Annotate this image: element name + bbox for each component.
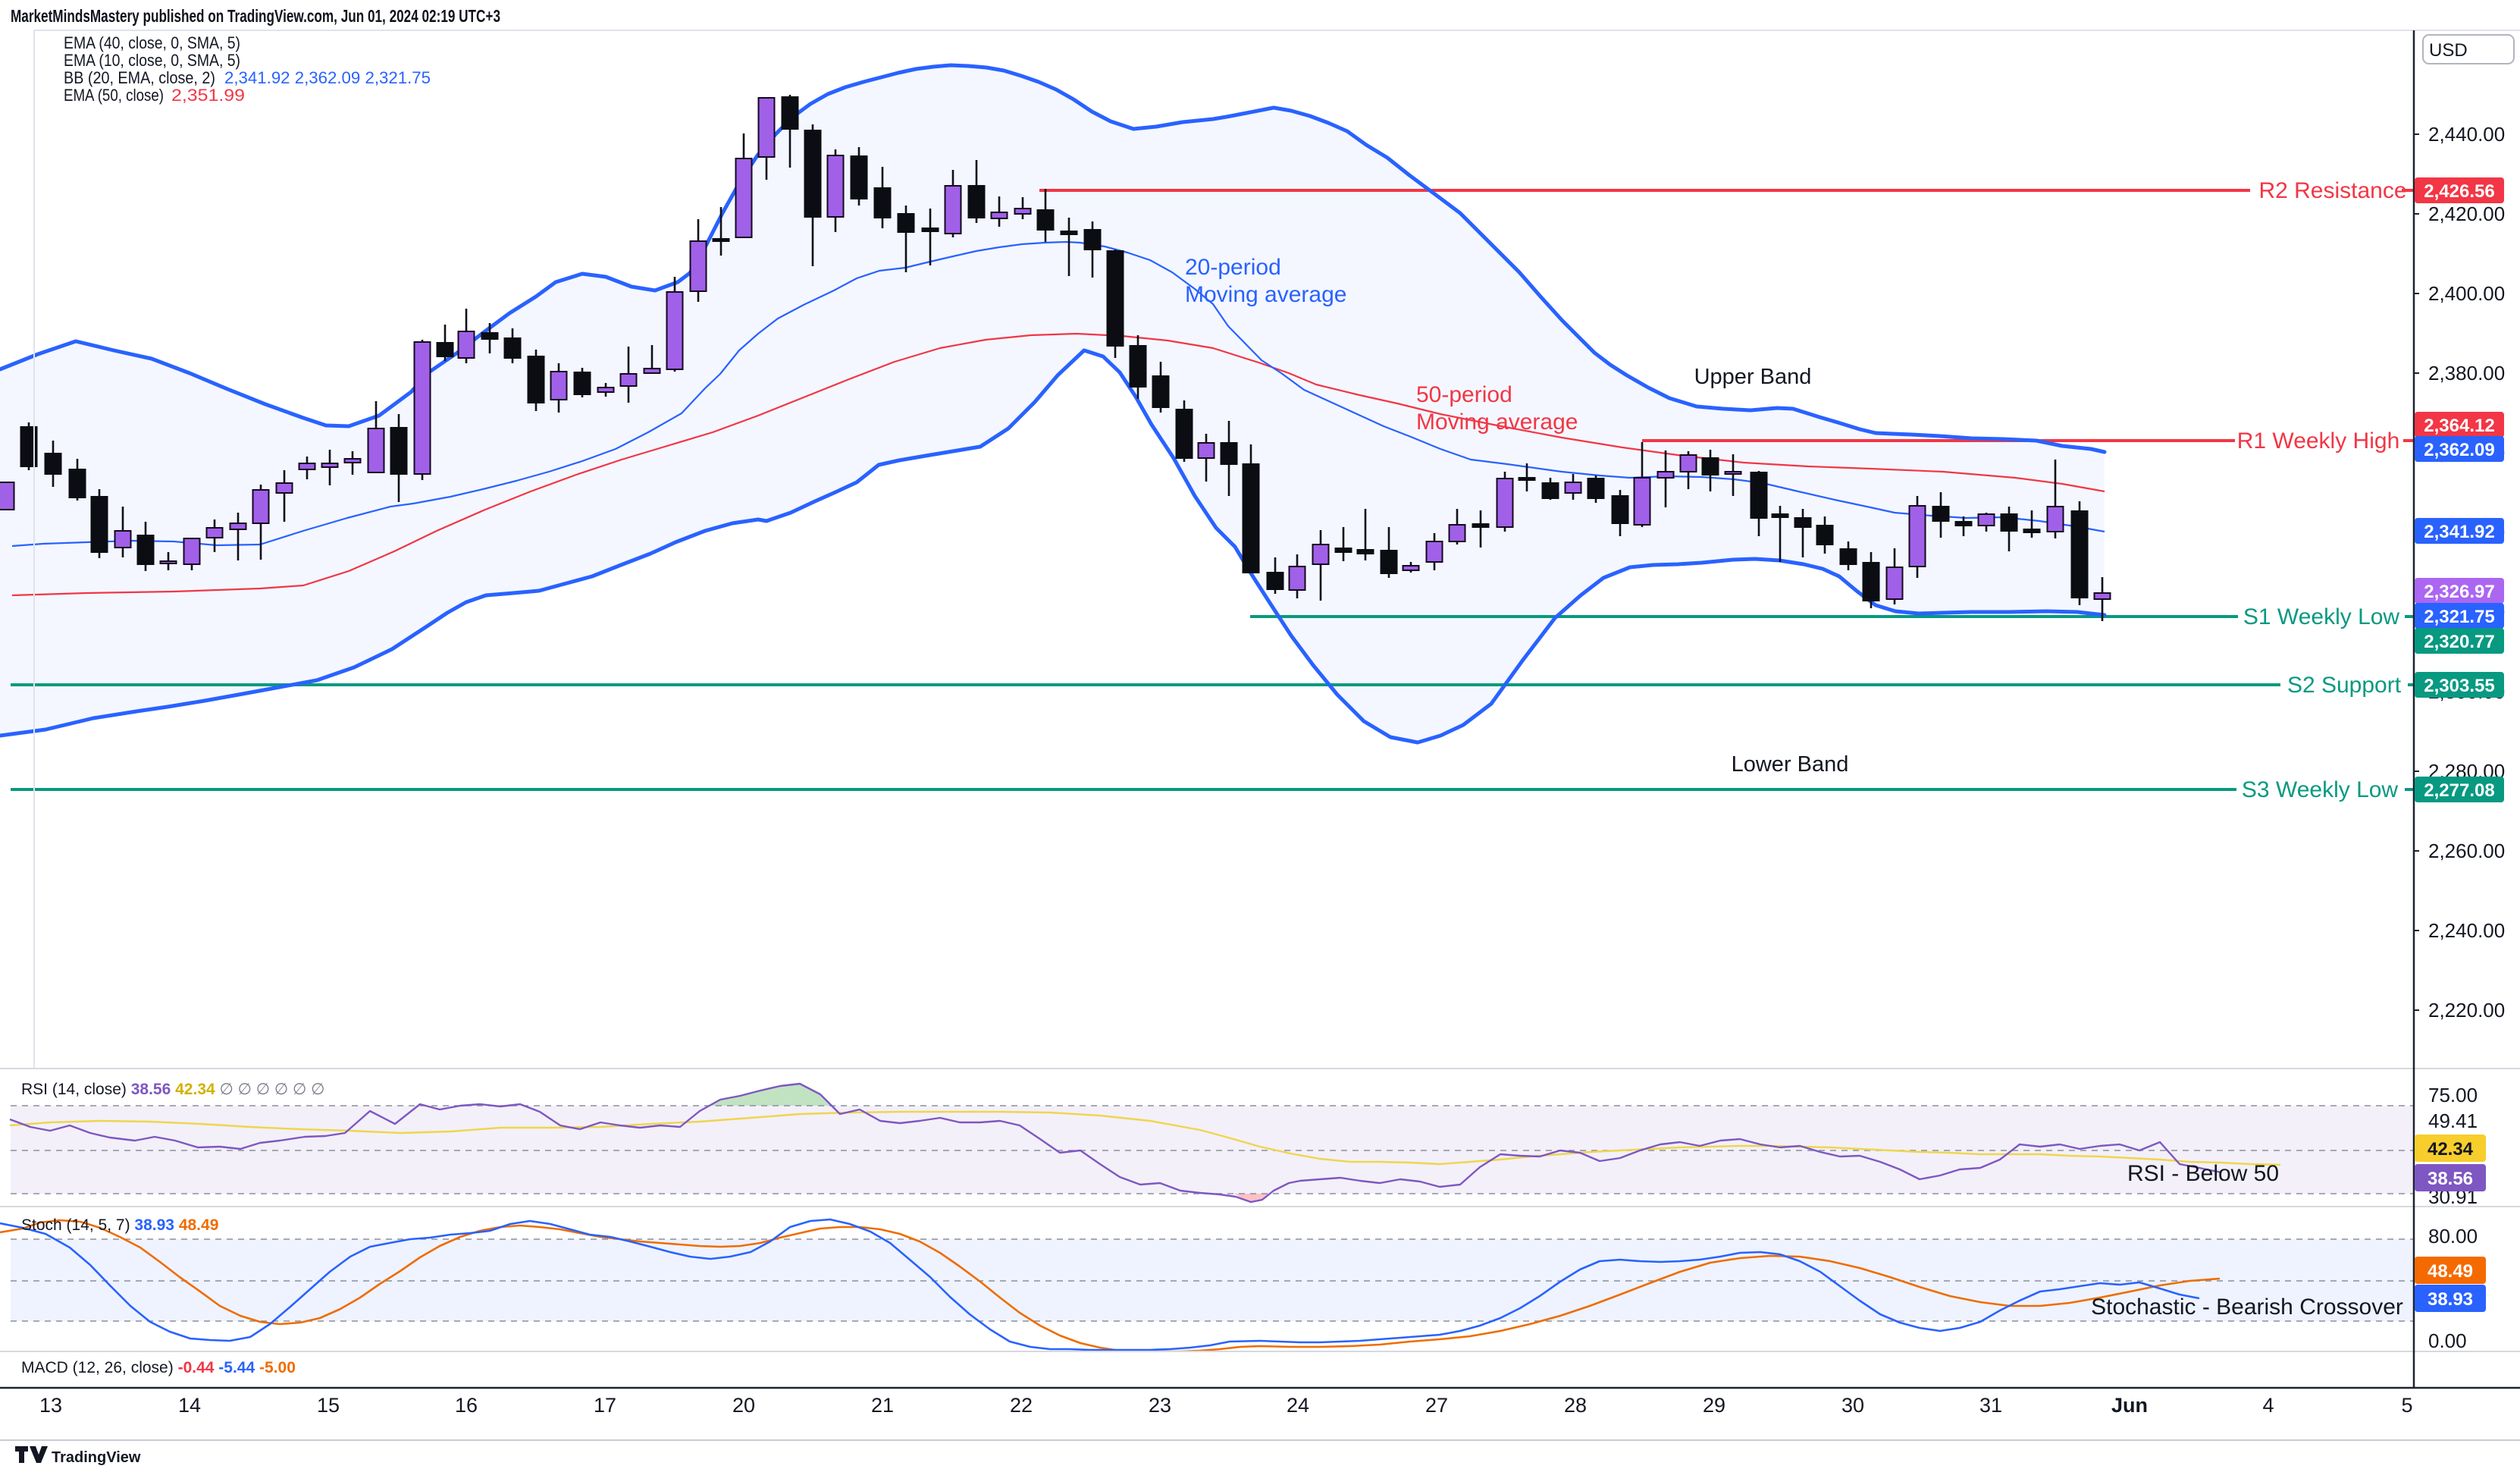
svg-text:2,220.00: 2,220.00 [2428,999,2505,1022]
svg-text:38.56: 38.56 [2428,1169,2473,1189]
svg-text:MACD (12, 26, close) -0.44 -: MACD (12, 26, close) -0.44 -5.44 -5.00 [21,1359,296,1376]
svg-text:80.00: 80.00 [2428,1225,2478,1248]
svg-text:27: 27 [1425,1394,1448,1417]
svg-text:23: 23 [1149,1394,1171,1417]
svg-text:2,351.99: 2,351.99 [171,86,245,105]
svg-text:2,303.55: 2,303.55 [2424,676,2494,696]
svg-text:22: 22 [1010,1394,1033,1417]
svg-text:EMA (50, close): EMA (50, close) [64,86,164,105]
svg-text:Upper Band: Upper Band [1694,365,1812,389]
svg-text:50-period: 50-period [1416,382,1512,407]
svg-text:2,341.92: 2,341.92 [2424,522,2494,542]
svg-text:R1 Weekly High: R1 Weekly High [2237,428,2400,454]
svg-text:38.93: 38.93 [2428,1289,2473,1310]
svg-text:Jun: Jun [2111,1394,2148,1417]
svg-text:Moving average: Moving average [1185,282,1346,307]
svg-text:20-period: 20-period [1185,255,1281,280]
svg-text:49.41: 49.41 [2428,1109,2478,1132]
svg-text:17: 17 [594,1394,616,1417]
svg-text:2,240.00: 2,240.00 [2428,919,2505,942]
svg-text:2,321.75: 2,321.75 [2424,607,2494,627]
svg-text:2,277.08: 2,277.08 [2424,780,2494,801]
svg-text:2,362.09: 2,362.09 [2424,440,2494,460]
svg-text:42.34: 42.34 [2428,1139,2474,1160]
svg-text:EMA (40, close, 0, SMA, 5): EMA (40, close, 0, SMA, 5) [64,33,240,52]
svg-text:16: 16 [455,1394,478,1417]
svg-text:30: 30 [1841,1394,1864,1417]
svg-text:2,426.56: 2,426.56 [2424,181,2494,202]
svg-text:Lower Band: Lower Band [1732,752,1849,777]
svg-text:S2 Support: S2 Support [2287,673,2402,698]
svg-text:2,260.00: 2,260.00 [2428,840,2505,862]
svg-text:15: 15 [317,1394,340,1417]
svg-text:S3 Weekly Low: S3 Weekly Low [2242,777,2399,802]
svg-text:5: 5 [2401,1394,2412,1417]
svg-text:Moving average: Moving average [1416,410,1578,435]
svg-text:S1 Weekly Low: S1 Weekly Low [2243,604,2400,629]
svg-text:2,364.12: 2,364.12 [2424,416,2494,436]
svg-text:48.49: 48.49 [2428,1261,2473,1282]
svg-text:RSI (14, close) 38.56 42.34: RSI (14, close) 38.56 42.34 ∅ ∅ ∅ ∅ ∅ ∅ [21,1081,324,1098]
svg-text:31: 31 [1979,1394,2002,1417]
svg-text:R2 Resistance: R2 Resistance [2258,178,2406,203]
svg-text:EMA (10, close, 0, SMA, 5): EMA (10, close, 0, SMA, 5) [64,51,240,70]
svg-text:2,420.00: 2,420.00 [2428,202,2505,225]
svg-text:24: 24 [1287,1394,1309,1417]
svg-text:MarketMindsMastery published o: MarketMindsMastery published on TradingV… [11,6,500,26]
svg-text:2,400.00: 2,400.00 [2428,282,2505,305]
svg-text:21: 21 [871,1394,894,1417]
svg-text:28: 28 [1564,1394,1587,1417]
svg-text:2,380.00: 2,380.00 [2428,362,2505,384]
svg-text:29: 29 [1703,1394,1725,1417]
svg-text:75.00: 75.00 [2428,1084,2478,1106]
svg-text:2,326.97: 2,326.97 [2424,582,2494,602]
svg-text:4: 4 [2262,1394,2274,1417]
svg-text:TradingView: TradingView [52,1449,141,1466]
svg-text:2,440.00: 2,440.00 [2428,123,2505,146]
svg-text:BB (20, EMA, close, 2): BB (20, EMA, close, 2) [64,68,215,87]
svg-text:0.00: 0.00 [2428,1329,2467,1352]
svg-text:Stoch (14, 5, 7) 38.93 48.49: Stoch (14, 5, 7) 38.93 48.49 [21,1216,218,1234]
svg-text:13: 13 [39,1394,62,1417]
svg-text:USD: USD [2429,40,2468,61]
svg-text:20: 20 [732,1394,755,1417]
svg-text:Stochastic - Bearish Crossover: Stochastic - Bearish Crossover [2091,1295,2403,1320]
svg-text:2,341.92 2,362.09 2,321.75: 2,341.92 2,362.09 2,321.75 [224,68,431,87]
svg-text:14: 14 [178,1394,201,1417]
svg-text:RSI - Below 50: RSI - Below 50 [2127,1161,2279,1186]
svg-text:2,320.77: 2,320.77 [2424,632,2494,652]
